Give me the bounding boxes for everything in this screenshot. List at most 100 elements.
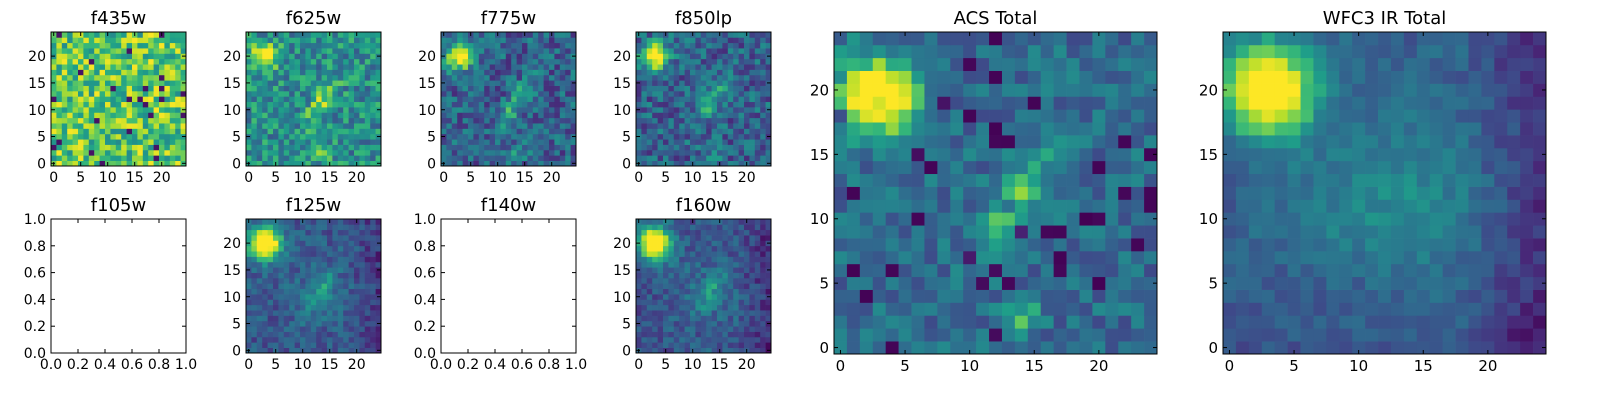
heatmap-cell <box>115 42 122 49</box>
heatmap-cell <box>72 155 79 161</box>
heatmap-cell <box>110 149 117 156</box>
heatmap-cell <box>727 240 734 247</box>
heatmap-cell <box>663 283 669 290</box>
heatmap-cell <box>321 245 328 252</box>
heatmap-cell <box>316 160 322 167</box>
heatmap-cell <box>1105 57 1119 71</box>
heatmap-cell <box>646 112 653 119</box>
heatmap-cell <box>885 212 899 226</box>
heatmap-cell <box>251 256 258 263</box>
heatmap-cell <box>83 37 90 44</box>
heatmap-cell <box>1442 212 1456 226</box>
heatmap-cell <box>760 229 766 236</box>
heatmap-cell <box>754 261 761 268</box>
heatmap-cell <box>711 32 718 38</box>
heatmap-cell <box>343 58 349 65</box>
heatmap-cell <box>722 224 729 231</box>
heatmap-cell <box>489 155 496 161</box>
heatmap-cell <box>690 117 696 124</box>
heatmap-cell <box>375 224 382 231</box>
heatmap-cell <box>1339 225 1353 239</box>
heatmap-cell <box>700 48 707 54</box>
heatmap-cell <box>727 128 734 135</box>
heatmap-cell <box>148 128 154 135</box>
heatmap-cell <box>765 261 772 268</box>
heatmap-cell <box>749 245 756 252</box>
heatmap-cell <box>67 117 73 124</box>
heatmap-cell <box>722 256 729 263</box>
heatmap-cell <box>1014 276 1029 290</box>
heatmap-cell <box>700 261 707 268</box>
heatmap-cell <box>348 117 355 124</box>
heatmap-cell <box>738 235 745 241</box>
heatmap-cell <box>354 304 360 311</box>
heatmap-cell <box>744 315 750 322</box>
heatmap-cell <box>283 133 290 140</box>
heatmap-cell <box>1313 289 1327 303</box>
heatmap-cell <box>289 342 295 348</box>
heatmap-cell <box>663 58 669 65</box>
heatmap-cell <box>56 128 63 135</box>
heatmap-cell <box>765 74 772 81</box>
heatmap-cell <box>294 74 301 81</box>
heatmap-cell <box>316 90 322 97</box>
heatmap-cell <box>657 96 664 103</box>
heatmap-cell <box>1313 250 1327 265</box>
heatmap-cell <box>370 80 376 86</box>
heatmap-cell <box>354 310 360 316</box>
heatmap-cell <box>364 155 371 161</box>
heatmap-cell <box>300 310 306 316</box>
heatmap-cell <box>327 128 333 135</box>
heatmap-cell <box>760 144 766 151</box>
heatmap-cell <box>760 331 766 338</box>
heatmap-cell <box>305 261 312 268</box>
heatmap-cell <box>364 42 371 49</box>
heatmap-cell <box>72 144 79 151</box>
heatmap-cell <box>164 101 171 108</box>
heatmap-cell <box>126 117 133 124</box>
heatmap-cell <box>859 328 874 342</box>
heatmap-cell <box>1274 186 1288 200</box>
heatmap-cell <box>1390 199 1405 213</box>
heatmap-cell <box>251 58 258 65</box>
heatmap-cell <box>283 85 290 92</box>
heatmap-cell <box>744 58 750 65</box>
heatmap-cell <box>1001 109 1016 123</box>
heatmap-cell <box>1131 186 1145 200</box>
heatmap-cell <box>359 336 366 343</box>
heatmap-cell <box>684 283 691 290</box>
heatmap-cell <box>749 331 756 338</box>
heatmap-cell <box>348 96 355 103</box>
heatmap-cell <box>711 347 718 354</box>
x-tick-label: 15 <box>711 170 729 186</box>
heatmap-cell <box>924 328 938 342</box>
heatmap-cell <box>859 341 874 355</box>
heatmap-cell <box>738 288 745 295</box>
heatmap-cell <box>354 331 360 338</box>
heatmap-cell <box>695 347 702 354</box>
heatmap-cell <box>846 160 861 175</box>
heatmap-cell <box>375 90 382 97</box>
heatmap-cell <box>1144 263 1158 278</box>
heatmap-cell <box>706 240 712 247</box>
heatmap-cell <box>354 48 360 54</box>
heatmap-cell <box>495 64 501 70</box>
heatmap-cell <box>706 304 712 311</box>
heatmap-cell <box>294 267 301 273</box>
heatmap-cell <box>262 90 268 97</box>
heatmap-cell <box>489 112 496 119</box>
heatmap-cell <box>126 58 133 65</box>
heatmap-cell <box>262 69 268 76</box>
heatmap-cell <box>657 107 664 113</box>
heatmap-cell <box>283 117 290 124</box>
heatmap-cell <box>657 42 664 49</box>
heatmap-cell <box>283 101 290 108</box>
heatmap-cell <box>310 69 317 76</box>
heatmap-cell <box>543 37 550 44</box>
heatmap-cell <box>700 267 707 273</box>
heatmap-cell <box>744 69 750 76</box>
heatmap-cell <box>1053 44 1067 59</box>
heatmap-cell <box>343 219 349 225</box>
heatmap-cell <box>1079 70 1093 84</box>
